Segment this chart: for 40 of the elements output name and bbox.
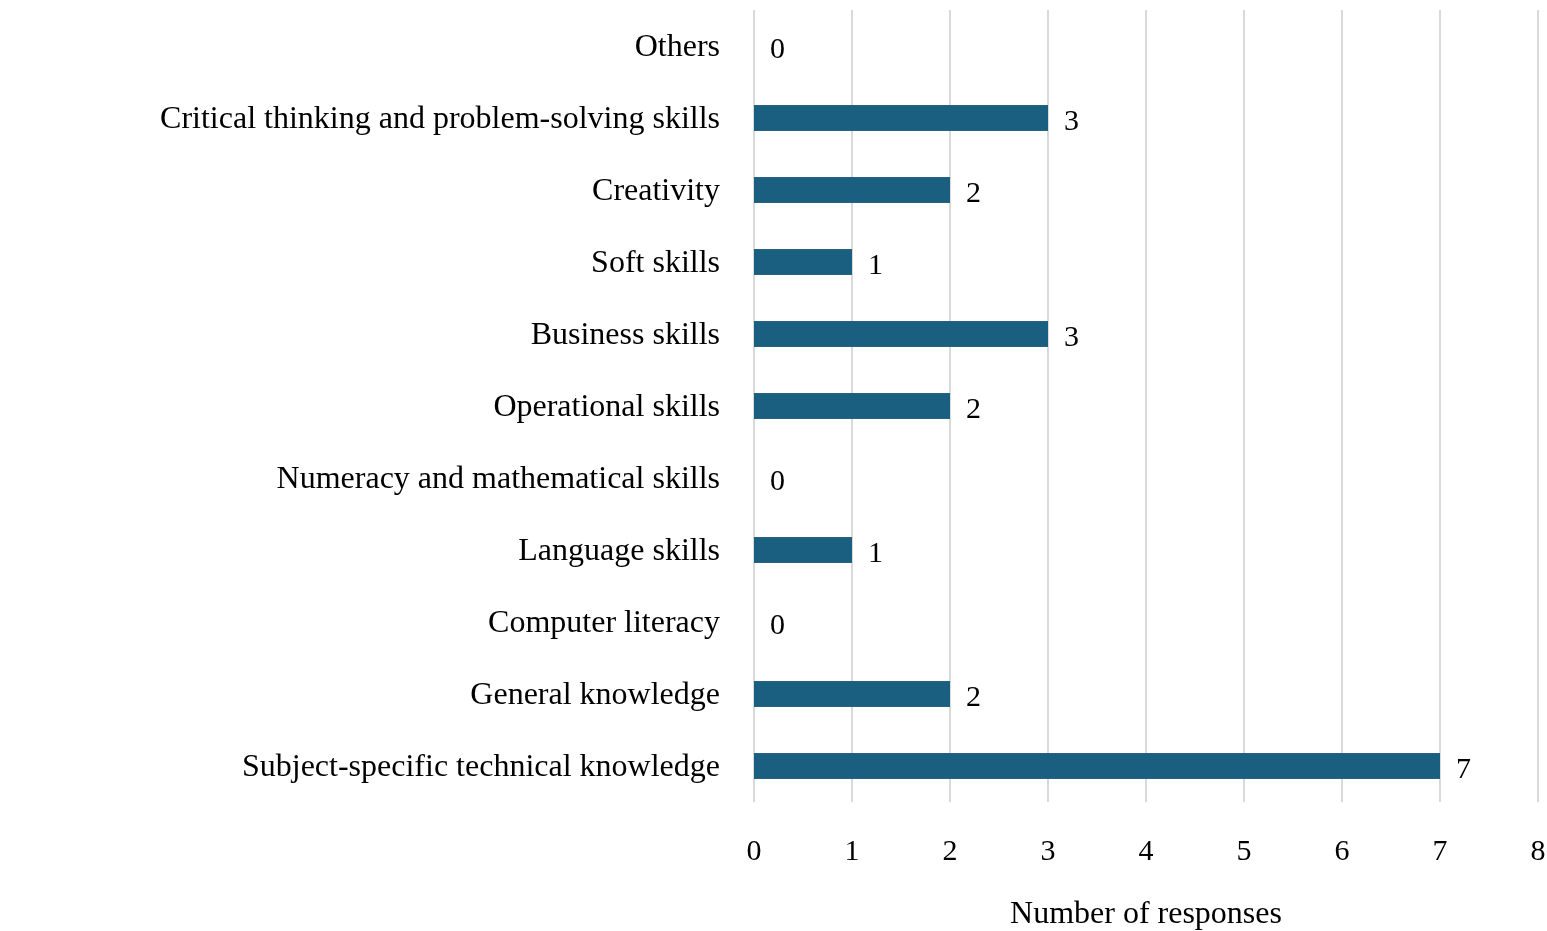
x-tick-label: 1 xyxy=(844,833,860,866)
x-tick-label: 3 xyxy=(1040,833,1056,866)
data-label: 0 xyxy=(770,607,785,640)
data-label: 3 xyxy=(1064,319,1079,352)
y-tick-label: Soft skills xyxy=(591,243,720,279)
bar xyxy=(754,681,950,707)
y-tick-label: Language skills xyxy=(518,531,720,567)
bar xyxy=(754,321,1048,347)
x-tick-label: 0 xyxy=(746,833,762,866)
data-label: 1 xyxy=(868,535,883,568)
x-tick-label: 8 xyxy=(1530,833,1546,866)
y-tick-label: Creativity xyxy=(592,171,720,207)
y-tick-label: Business skills xyxy=(530,315,720,351)
data-label: 2 xyxy=(966,175,981,208)
data-label: 0 xyxy=(770,463,785,496)
data-label: 7 xyxy=(1456,751,1471,784)
data-label: 1 xyxy=(868,247,883,280)
bar xyxy=(754,753,1440,779)
x-axis-title: Number of responses xyxy=(1010,894,1282,930)
x-tick-label: 5 xyxy=(1236,833,1252,866)
data-label: 0 xyxy=(770,31,785,64)
y-tick-label: Computer literacy xyxy=(488,603,720,639)
y-tick-label: Subject-specific technical knowledge xyxy=(241,747,720,783)
x-tick-label: 6 xyxy=(1334,833,1350,866)
bar xyxy=(754,249,852,275)
data-label: 2 xyxy=(966,679,981,712)
x-tick-label: 2 xyxy=(942,833,958,866)
bar xyxy=(754,177,950,203)
bar xyxy=(754,105,1048,131)
data-label: 3 xyxy=(1064,103,1079,136)
y-tick-label: Critical thinking and problem-solving skills xyxy=(160,99,720,135)
x-tick-label: 7 xyxy=(1432,833,1448,866)
y-tick-label: Numeracy and mathematical skills xyxy=(276,459,720,495)
x-tick-label: 4 xyxy=(1138,833,1154,866)
y-tick-label: General knowledge xyxy=(470,675,720,711)
y-tick-label: Operational skills xyxy=(493,387,720,423)
bar xyxy=(754,393,950,419)
data-label: 2 xyxy=(966,391,981,424)
bar xyxy=(754,537,852,563)
y-tick-label: Others xyxy=(634,27,720,63)
